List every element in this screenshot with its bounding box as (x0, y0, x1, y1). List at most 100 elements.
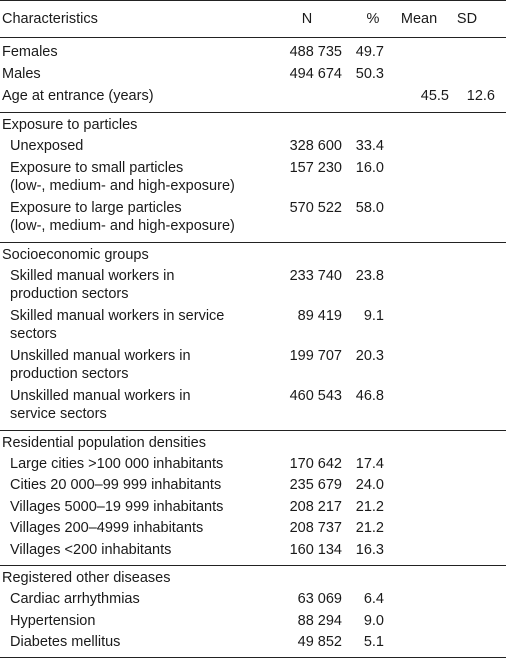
row-label-line1: Hypertension (10, 612, 96, 629)
row-n: 235 679 (289, 477, 342, 493)
table-row: Cardiac arrhythmias 63 069 6.4 (0, 590, 506, 612)
row-n: 233 740 (289, 267, 342, 284)
row-label: Villages <200 inhabitants (0, 541, 275, 559)
row-pct: 58.0 (355, 199, 384, 216)
header-pct: % (366, 11, 380, 27)
row-label-line1: Large cities >100 000 inhabitants (10, 455, 224, 472)
table-row: Unskilled manual workers in service secto… (0, 387, 506, 427)
table-row: Villages 5000–19 999 inhabitants 208 217 2… (0, 498, 506, 520)
row-label: Villages 200–4999 inhabitants (0, 519, 275, 537)
row-label-line2: production sectors (10, 285, 129, 302)
section-rule (0, 565, 506, 566)
row-label-line1: Exposure to small particles (10, 159, 184, 176)
section-title: Registered other diseases (2, 570, 171, 586)
bottom-rule (0, 656, 506, 658)
row-label: Skilled manual workers in service sectors (0, 307, 275, 343)
row-n: 160 134 (289, 541, 342, 558)
row-label-line2: production sectors (10, 365, 129, 382)
table-row: Unexposed 328 600 33.4 (0, 137, 506, 159)
row-n: 170 642 (289, 455, 342, 472)
row-pct: 17.4 (355, 455, 384, 472)
row-pct: 9.1 (363, 307, 384, 324)
header-mean: Mean (400, 11, 438, 27)
row-label: Cardiac arrhythmias (0, 590, 275, 608)
row-label: Females (2, 44, 58, 60)
row-label: Unskilled manual workers in service secto… (0, 387, 275, 423)
row-pct: 21.2 (355, 498, 384, 515)
table-row: Males 494 674 50.3 (0, 65, 506, 87)
row-pct: 20.3 (355, 347, 384, 364)
row-n: 488 735 (289, 44, 342, 60)
header-characteristics: Characteristics (2, 11, 98, 27)
row-n: 328 600 (289, 138, 342, 154)
row-n: 570 522 (289, 199, 342, 216)
top-rule (0, 0, 506, 1)
row-pct: 6.4 (363, 591, 384, 607)
row-label-line1: Villages 200–4999 inhabitants (10, 520, 204, 536)
row-pct: 16.3 (355, 541, 384, 558)
row-label: Large cities >100 000 inhabitants (0, 455, 275, 473)
row-label-line2: (low-, medium- and high-exposure) (10, 177, 235, 194)
row-label-line1: Cardiac arrhythmias (10, 591, 140, 607)
table-sections: Exposure to particles Unexposed 328 600 33.… (0, 112, 506, 658)
row-pct: 5.1 (363, 634, 384, 650)
row-n: 89 419 (297, 307, 342, 324)
row-pct: 21.2 (355, 520, 384, 536)
row-label: Exposure to small particles (low-, medium… (0, 159, 275, 195)
row-label: Skilled manual workers in production sect… (0, 267, 275, 303)
row-pct: 50.3 (355, 66, 384, 82)
row-label-line1: Skilled manual workers in (10, 267, 175, 284)
table-row: Large cities >100 000 inhabitants 170 642… (0, 455, 506, 477)
row-label-line2: service sectors (10, 405, 107, 422)
row-sd: 12.6 (466, 88, 495, 104)
table-row: Unskilled manual workers in production se… (0, 347, 506, 387)
section-title: Exposure to particles (2, 117, 138, 133)
row-n: 49 852 (297, 634, 342, 650)
row-pct: 33.4 (355, 138, 384, 154)
row-pct: 46.8 (355, 387, 384, 404)
row-label-line1: Diabetes mellitus (10, 634, 121, 650)
row-pct: 23.8 (355, 267, 384, 284)
table-row: Females 488 735 49.7 (0, 43, 506, 65)
row-label-line1: Unexposed (10, 138, 84, 154)
row-label: Villages 5000–19 999 inhabitants (0, 498, 275, 516)
section-rule (0, 112, 506, 113)
row-pct: 9.0 (363, 612, 384, 629)
table-row: Exposure to small particles (low-, medium… (0, 159, 506, 199)
table-row: Cities 20 000–99 999 inhabitants 235 679 2… (0, 476, 506, 498)
table-header: Characteristics N % Mean SD (0, 1, 506, 37)
row-label-line1: Exposure to large particles (10, 199, 182, 216)
row-label: Hypertension (0, 612, 275, 630)
table-row: Hypertension 88 294 9.0 (0, 612, 506, 634)
header-rule (0, 37, 506, 38)
row-label-line2: (low-, medium- and high-exposure) (10, 217, 235, 234)
row-label-line1: Skilled manual workers in service (10, 307, 225, 324)
row-label: Cities 20 000–99 999 inhabitants (0, 476, 275, 494)
section-title: Socioeconomic groups (2, 246, 149, 263)
row-n: 208 217 (289, 498, 342, 515)
row-label: Age at entrance (years) (2, 88, 154, 104)
row-mean: 45.5 (420, 88, 449, 104)
row-label: Diabetes mellitus (0, 633, 275, 651)
row-n: 88 294 (297, 612, 342, 629)
row-n: 460 543 (289, 387, 342, 404)
row-n: 199 707 (289, 347, 342, 364)
row-pct: 16.0 (355, 159, 384, 176)
table-row: Villages 200–4999 inhabitants 208 737 21.2 (0, 519, 506, 541)
table-row: Villages <200 inhabitants 160 134 16.3 (0, 541, 506, 563)
row-label-line1: Unskilled manual workers in (10, 387, 191, 404)
row-label-line1: Villages 5000–19 999 inhabitants (10, 498, 224, 515)
row-label: Males (2, 66, 41, 82)
row-n: 208 737 (289, 520, 342, 536)
section-rule (0, 429, 506, 431)
section-title-row: Residential population densities (0, 431, 506, 455)
row-label: Unskilled manual workers in production se… (0, 347, 275, 383)
table-row: Diabetes mellitus 49 852 5.1 (0, 633, 506, 655)
table-row: Skilled manual workers in service sectors… (0, 307, 506, 347)
row-n: 494 674 (289, 66, 342, 82)
row-n: 63 069 (297, 591, 342, 607)
header-n: N (301, 11, 313, 27)
row-label-line2: sectors (10, 325, 57, 342)
row-n: 157 230 (289, 159, 342, 176)
